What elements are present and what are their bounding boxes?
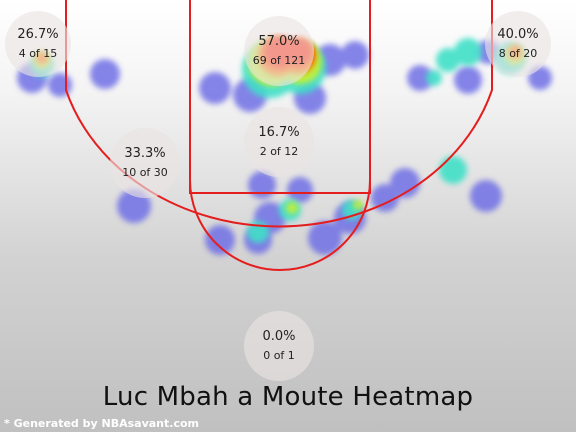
zone-made-attempts: 4 of 15 <box>18 47 58 60</box>
credit-text: * Generated by NBAsavant.com <box>4 417 199 430</box>
zone-made-attempts: 8 of 20 <box>498 47 538 60</box>
three-point-line <box>65 0 493 228</box>
zone-restricted-area: 57.0% 69 of 121 <box>244 16 314 86</box>
zone-right-corner-three: 40.0% 8 of 20 <box>485 11 551 77</box>
zone-backcourt: 0.0% 0 of 1 <box>244 311 314 381</box>
zone-made-attempts: 10 of 30 <box>122 166 168 179</box>
zone-pct: 26.7% <box>17 27 59 42</box>
zone-pct: 40.0% <box>497 27 539 42</box>
zone-made-attempts: 0 of 1 <box>263 349 295 362</box>
free-throw-arc <box>189 179 371 271</box>
zone-pct: 16.7% <box>258 125 300 140</box>
court-lines <box>65 0 493 271</box>
zone-made-attempts: 2 of 12 <box>259 145 299 158</box>
zone-pct: 57.0% <box>258 34 300 49</box>
zone-left-midrange: 33.3% 10 of 30 <box>110 128 180 198</box>
zone-made-attempts: 69 of 121 <box>252 54 306 67</box>
paint-lane <box>189 0 371 194</box>
zone-pct: 33.3% <box>124 146 166 161</box>
zone-pct: 0.0% <box>262 329 296 344</box>
zone-left-corner-three: 26.7% 4 of 15 <box>5 11 71 77</box>
zone-paint-non-ra: 16.7% 2 of 12 <box>244 107 314 177</box>
page-title: Luc Mbah a Moute Heatmap <box>102 382 474 412</box>
